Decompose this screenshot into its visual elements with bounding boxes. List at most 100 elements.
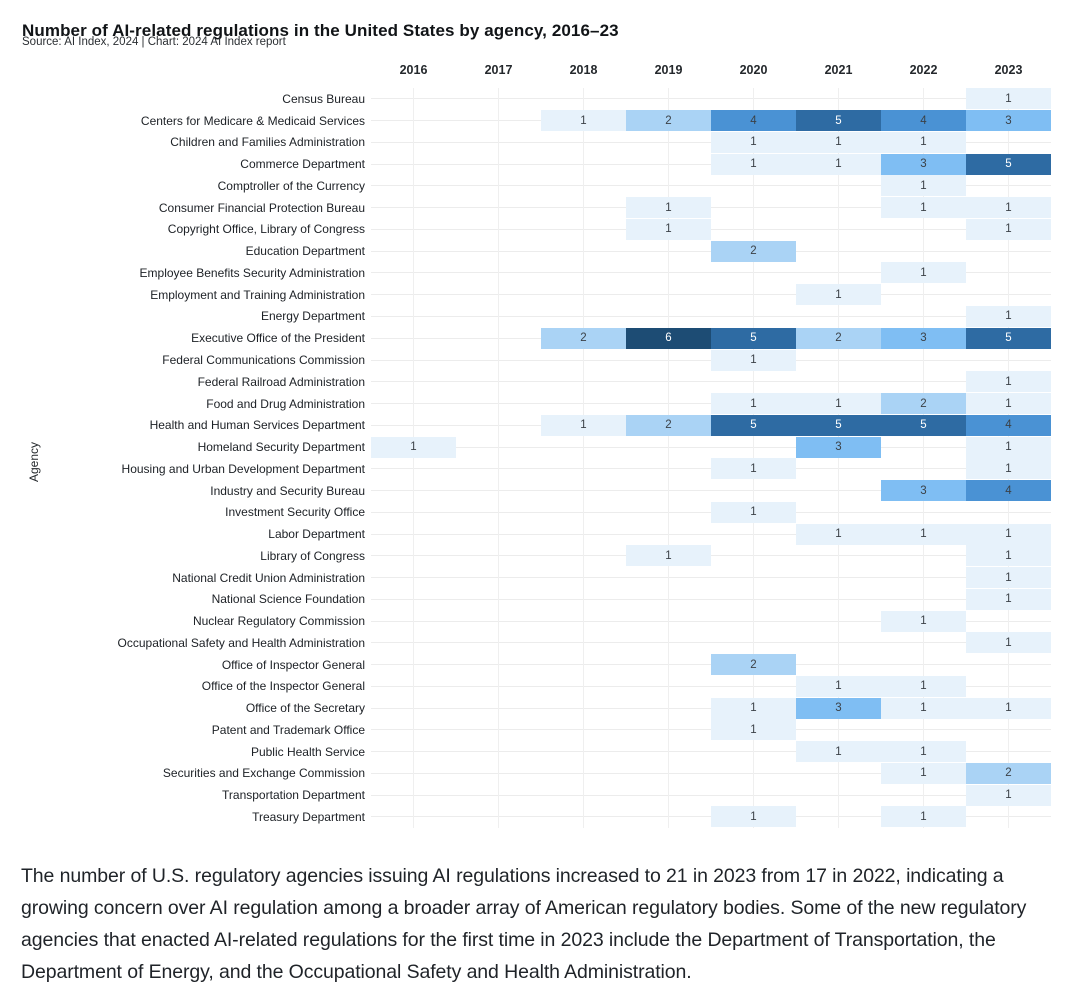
row-gridline: [371, 685, 1051, 687]
heatmap-cell: 1: [626, 218, 711, 240]
row-gridline: [371, 381, 1051, 383]
heatmap-cell: 1: [796, 284, 881, 306]
y-axis-tick-agency: Office of Inspector General: [221, 657, 365, 672]
column-gridline: [1008, 88, 1009, 828]
heatmap-cell: 4: [966, 480, 1051, 502]
heatmap-cell: 2: [626, 110, 711, 132]
heatmap-cell: 3: [881, 153, 966, 175]
y-axis-tick-agency: Executive Office of the President: [191, 331, 365, 346]
y-axis-tick-agency: Education Department: [245, 244, 365, 259]
heatmap-cell: 1: [966, 305, 1051, 327]
y-axis-tick-agency: Employment and Training Administration: [150, 287, 365, 302]
heatmap-cell: 5: [796, 110, 881, 132]
row-gridline: [371, 228, 1051, 230]
row-gridline: [371, 772, 1051, 774]
heatmap-cell: 1: [881, 175, 966, 197]
heatmap-cell: 1: [966, 523, 1051, 545]
heatmap-cell: 1: [626, 545, 711, 567]
row-gridline: [371, 533, 1051, 535]
column-gridline: [583, 88, 584, 828]
heatmap-cell: 1: [881, 262, 966, 284]
y-axis-tick-agency: Patent and Trademark Office: [211, 722, 365, 737]
heatmap-cell: 4: [711, 110, 796, 132]
heatmap-cell: 2: [881, 393, 966, 415]
heatmap-cell: 1: [966, 545, 1051, 567]
y-axis-tick-agency: Housing and Urban Development Department: [121, 461, 365, 476]
heatmap-cell: 1: [966, 371, 1051, 393]
x-axis-tick-year: 2016: [399, 63, 428, 77]
heatmap-cell: 1: [881, 610, 966, 632]
heatmap-cell: 1: [881, 523, 966, 545]
heatmap-cell: 2: [626, 414, 711, 436]
heatmap-plot-area: 2016 2017 2018 2019 2020 2021 2022 2023 Census B…: [117, 63, 1051, 828]
column-gridline: [753, 88, 754, 828]
row-gridline: [371, 490, 1051, 492]
heatmap-cell: 1: [881, 697, 966, 719]
heatmap-cell: 1: [966, 567, 1051, 589]
y-axis-title: Agency: [27, 441, 42, 483]
heatmap-cell: 1: [966, 588, 1051, 610]
heatmap-cell: 1: [966, 458, 1051, 480]
heatmap-cell: 1: [711, 719, 796, 741]
heatmap-cell: 1: [711, 393, 796, 415]
heatmap-cell: 3: [966, 110, 1051, 132]
y-axis-tick-agency: Occupational Safety and Health Administr…: [117, 635, 365, 650]
heatmap-cell: 2: [966, 762, 1051, 784]
y-axis-tick-agency: Consumer Financial Protection Bureau: [158, 200, 365, 215]
y-axis-tick-agency: Health and Human Services Department: [149, 418, 365, 433]
y-axis-tick-agency: Office of the Inspector General: [201, 679, 365, 694]
y-axis-tick-agency: National Science Foundation: [211, 592, 365, 607]
heatmap-cell: 4: [881, 110, 966, 132]
heatmap-cell: 1: [711, 153, 796, 175]
heatmap-cell: 2: [541, 327, 626, 349]
y-axis-tick-agency: Commerce Department: [240, 157, 365, 172]
column-gridline: [923, 88, 924, 828]
heatmap-cell: 2: [711, 654, 796, 676]
y-axis-tick-agency: Energy Department: [260, 309, 365, 324]
heatmap-cell: 1: [881, 197, 966, 219]
row-gridline: [371, 620, 1051, 622]
heatmap-cell: 1: [711, 697, 796, 719]
heatmap-cell: 1: [541, 414, 626, 436]
y-axis-tick-agency: Library of Congress: [260, 548, 365, 563]
heatmap-cell: 1: [881, 675, 966, 697]
row-gridline: [371, 98, 1051, 100]
heatmap-cell: 1: [711, 806, 796, 828]
x-axis-tick-year: 2022: [909, 63, 938, 77]
y-axis-tick-agency: Census Bureau: [282, 91, 365, 106]
row-gridline: [371, 315, 1051, 317]
heatmap-cell: 1: [966, 393, 1051, 415]
y-axis-tick-agency: Comptroller of the Currency: [217, 178, 365, 193]
x-axis-tick-year: 2017: [484, 63, 513, 77]
y-axis-tick-agency: Public Health Service: [250, 744, 365, 759]
heatmap-cell: 5: [796, 414, 881, 436]
y-axis-tick-agency: Copyright Office, Library of Congress: [167, 222, 365, 237]
row-gridline: [371, 446, 1051, 448]
row-gridline: [371, 272, 1051, 274]
heatmap-cell: 1: [966, 88, 1051, 110]
x-axis-tick-year: 2019: [654, 63, 683, 77]
heatmap-cell: 1: [796, 523, 881, 545]
y-axis-tick-agency: Food and Drug Administration: [206, 396, 365, 411]
heatmap-cell: 5: [711, 327, 796, 349]
row-gridline: [371, 794, 1051, 796]
heatmap-cell: 6: [626, 327, 711, 349]
column-gridline: [838, 88, 839, 828]
chart-source-line: Source: AI Index, 2024 | Chart: 2024 AI …: [22, 36, 286, 48]
heatmap-cell: 1: [881, 131, 966, 153]
y-axis-tick-agency: Children and Families Administration: [170, 135, 365, 150]
x-axis-tick-year: 2018: [569, 63, 598, 77]
heatmap-cell: 1: [966, 197, 1051, 219]
y-axis-tick-agency: Labor Department: [268, 527, 365, 542]
heatmap-cell: 1: [881, 741, 966, 763]
y-axis-tick-agency: Industry and Security Bureau: [210, 483, 365, 498]
column-gridline: [413, 88, 414, 828]
heatmap-cell: 5: [881, 414, 966, 436]
heatmap-cell: 1: [711, 501, 796, 523]
column-gridline: [498, 88, 499, 828]
heatmap-cell: 5: [711, 414, 796, 436]
row-gridline: [371, 751, 1051, 753]
heatmap-cell: 1: [881, 762, 966, 784]
heatmap-cell: 1: [881, 806, 966, 828]
row-gridline: [371, 555, 1051, 557]
